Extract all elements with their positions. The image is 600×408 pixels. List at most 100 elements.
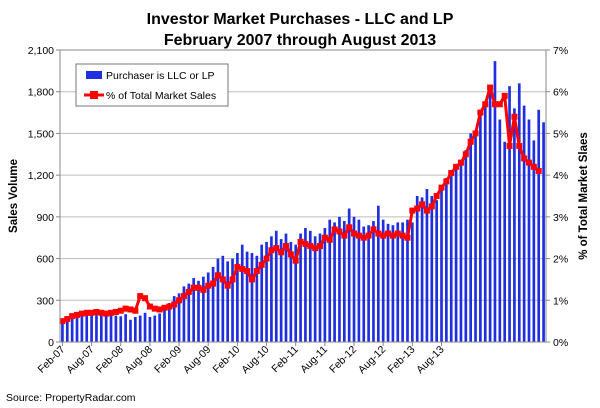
bar (240, 244, 244, 342)
bar (464, 150, 468, 342)
bar (99, 312, 103, 342)
bar (527, 119, 531, 343)
x-tick-label: Feb-13 (385, 344, 417, 376)
x-tick-label: Feb-08 (94, 344, 126, 376)
line-marker (467, 138, 474, 145)
line-marker (292, 257, 299, 264)
bar (357, 219, 361, 342)
bar (347, 208, 351, 342)
line-marker (399, 232, 406, 239)
bar (454, 168, 458, 342)
line-marker (530, 163, 537, 170)
bar (109, 314, 113, 342)
legend-swatch-bars (86, 71, 102, 79)
line-marker (195, 284, 202, 291)
bar (284, 233, 288, 342)
x-tick-label: Aug-07 (64, 344, 97, 377)
line-marker (506, 142, 513, 149)
y-axis-label: Sales Volume (8, 159, 20, 233)
line-marker (331, 226, 338, 233)
bar (493, 61, 497, 342)
bar (231, 258, 234, 342)
line-marker (287, 251, 294, 258)
line-marker (462, 151, 469, 158)
line-marker (307, 243, 314, 250)
line-marker (108, 309, 115, 316)
x-axis-ticks: Feb-07Aug-07Feb-08Aug-08Feb-09Aug-09Feb-… (36, 342, 447, 376)
line-marker (433, 193, 440, 199)
line-marker (132, 307, 139, 314)
line-series (59, 84, 542, 325)
line-marker (69, 313, 76, 320)
line-marker (83, 309, 90, 316)
bar (274, 230, 278, 342)
line-marker (487, 84, 494, 91)
bar (148, 316, 152, 342)
bar (153, 315, 157, 342)
bar (294, 244, 298, 342)
bar (333, 222, 336, 342)
bar (396, 222, 400, 342)
bar (445, 177, 448, 342)
line-marker (302, 240, 309, 247)
line-marker (278, 249, 285, 256)
bar (318, 233, 322, 342)
bar (406, 219, 409, 342)
line-marker (423, 207, 430, 214)
y2-tick-label: 0% (553, 337, 568, 349)
y-tick-label: 900 (36, 212, 54, 224)
bar (435, 200, 438, 342)
line-marker (448, 170, 455, 177)
x-tick-label: Aug-12 (356, 344, 389, 377)
line-marker (59, 318, 66, 325)
bar (313, 236, 317, 342)
right-axis-ticks: 0% 1% 2% 3% 4% 5% 6% 7% (546, 45, 568, 349)
x-tick-label: Feb-10 (210, 344, 242, 376)
bar (192, 278, 195, 342)
bar (440, 186, 443, 342)
y-tick-label: 1,500 (28, 128, 54, 140)
bar (187, 283, 191, 342)
line-marker (472, 130, 479, 137)
bar (265, 241, 268, 342)
x-tick-label: Feb-09 (152, 344, 184, 376)
line-marker (64, 316, 71, 323)
bar (138, 315, 142, 342)
bar (381, 219, 385, 342)
bar (449, 172, 453, 342)
chart-title: Investor Market Purchases - LLC and LP (147, 11, 454, 28)
bar (216, 258, 220, 342)
bar (479, 113, 482, 342)
y2-tick-label: 5% (553, 128, 568, 140)
bar (270, 236, 273, 342)
line-marker (224, 282, 231, 289)
bar (308, 230, 312, 342)
y-tick-label: 300 (36, 295, 54, 307)
legend-label-line: % of Total Market Sales (106, 90, 216, 102)
line-marker (326, 236, 333, 243)
line-marker (248, 276, 255, 283)
line-marker (200, 286, 207, 293)
line-marker (253, 268, 260, 275)
bar (163, 305, 166, 342)
left-axis-ticks: 0 300 600 900 1,200 1,500 1,800 2,100 (28, 45, 60, 349)
bar (90, 313, 93, 342)
line-marker (229, 276, 236, 283)
line-marker (88, 309, 95, 316)
y2-tick-label: 1% (553, 295, 568, 307)
bar (362, 226, 366, 342)
line-marker (127, 306, 134, 313)
bar (483, 105, 487, 342)
line-marker (117, 307, 124, 314)
line-marker (244, 268, 251, 275)
bar (411, 222, 414, 342)
x-tick-label: Feb-12 (327, 344, 359, 376)
line-marker (443, 178, 450, 185)
bar (61, 319, 64, 342)
line-marker (205, 282, 212, 289)
line-marker (122, 305, 129, 312)
bar (95, 312, 98, 342)
bar (245, 251, 249, 342)
line-marker (511, 113, 518, 120)
